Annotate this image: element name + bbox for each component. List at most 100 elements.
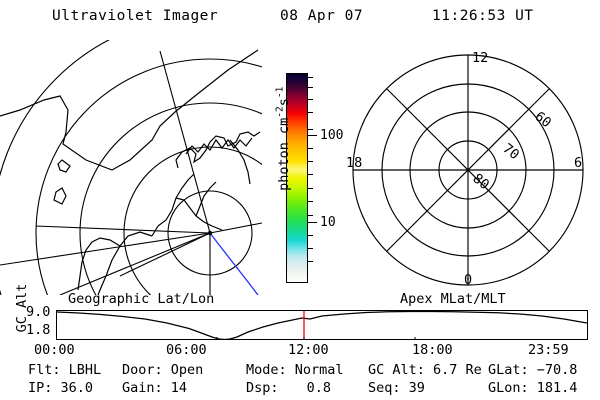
mlt-label-12: 12 <box>472 50 488 66</box>
status-door: Door: Open <box>122 362 203 378</box>
status-mode: Mode: Normal <box>246 362 344 378</box>
magnetic-dial-panel[interactable]: 12 6 0 18 60 70 80 <box>338 40 600 295</box>
strip-xtick-label-1800: 18:00 <box>412 342 453 358</box>
status-mode-key: Mode: <box>246 362 287 378</box>
colorbar-minor-tick <box>308 248 313 249</box>
mlat-label-80: 80 <box>470 171 493 194</box>
colorbar-minor-tick <box>308 201 313 202</box>
colorbar-tick-label-100: 100 <box>320 128 344 143</box>
colorbar-minor-tick <box>308 215 313 216</box>
colorbar-major-tick <box>308 222 317 223</box>
geo-meridian <box>159 50 211 234</box>
geo-coastline <box>77 237 121 291</box>
geo-coastline <box>53 187 67 205</box>
gc-altitude-curve <box>57 311 587 339</box>
colorbar-minor-tick <box>308 261 313 262</box>
colorbar-panel: 100 10 photon cm-2s-1 <box>258 60 354 295</box>
geo-coastline-group <box>0 49 261 295</box>
status-glon-value: 181.4 <box>536 380 578 396</box>
observation-time: 11:26:53 UT <box>432 8 534 24</box>
geo-latitude-circle <box>79 102 262 295</box>
colorbar-minor-tick <box>308 235 313 236</box>
status-glon: GLon: 181.4 <box>488 380 577 396</box>
status-gc-alt-key: GC Alt: <box>368 362 425 378</box>
geo-coastline <box>151 173 195 237</box>
geographic-projection-panel[interactable] <box>0 40 262 295</box>
status-mode-value: Normal <box>294 362 344 378</box>
altitude-strip-plot[interactable]: GC Alt Geographic Lat/Lon Apex MLat/MLT … <box>0 284 600 358</box>
strip-xtick-label-1200: 12:00 <box>288 342 329 358</box>
colorbar-minor-tick <box>308 112 313 113</box>
mlt-label-18: 18 <box>346 155 362 171</box>
observation-date: 08 Apr 07 <box>280 8 364 24</box>
colorbar-minor-tick <box>308 99 313 100</box>
geo-coastline <box>97 231 153 295</box>
geo-coastline <box>229 139 251 185</box>
colorbar-minor-tick <box>308 87 313 88</box>
geographic-panel-title: Geographic Lat/Lon <box>68 291 215 307</box>
status-gain: Gain: 14 <box>122 380 187 396</box>
magnetic-panel-title: Apex MLat/MLT <box>400 291 506 307</box>
strip-plot-frame <box>56 310 588 340</box>
colorbar-minor-tick <box>308 174 313 175</box>
mlat-label-70: 70 <box>500 141 523 164</box>
geo-coastline <box>195 181 217 217</box>
geo-coastline <box>0 49 259 171</box>
strip-xtick-label-0000: 00:00 <box>34 342 75 358</box>
status-flt: Flt: LBHL <box>28 362 101 378</box>
mlt-label-6: 6 <box>574 155 582 171</box>
status-gc-alt-value: 6.7 Re <box>433 362 482 378</box>
status-row-1: Flt: LBHL Door: Open Mode: Normal GC Alt… <box>0 362 600 380</box>
geo-meridian <box>0 232 211 266</box>
status-flt-key: Flt: <box>28 362 61 378</box>
mlat-label-60: 60 <box>532 109 555 132</box>
colorbar-minor-tick <box>308 77 313 78</box>
status-ip-value: 36.0 <box>60 380 94 396</box>
status-glat: GLat: −70.8 <box>488 362 577 378</box>
status-glon-key: GLon: <box>488 380 529 396</box>
geo-latitude-circle <box>123 146 262 295</box>
geo-latitude-circle <box>35 58 262 295</box>
status-glat-value: −70.8 <box>536 362 578 378</box>
colorbar-major-tick <box>308 135 317 136</box>
geo-coastline <box>175 197 223 231</box>
strip-xtick-label-0600: 06:00 <box>166 342 207 358</box>
colorbar-axis-label-mid: s <box>275 98 292 107</box>
satellite-trajectory <box>209 232 259 295</box>
mlt-label-0: 0 <box>464 272 472 288</box>
strip-xtick-label-2359: 23:59 <box>528 342 569 358</box>
status-panel: Flt: LBHL Door: Open Mode: Normal GC Alt… <box>0 362 600 400</box>
colorbar-minor-tick <box>308 161 313 162</box>
magnetic-dial-svg: 12 6 0 18 60 70 80 <box>346 50 584 288</box>
status-gain-value: 14 <box>170 380 188 396</box>
geographic-projection-svg <box>0 40 262 295</box>
status-seq-key: Seq: <box>368 380 401 396</box>
status-seq: Seq: 39 <box>368 380 425 396</box>
strip-plot-svg <box>57 311 587 339</box>
colorbar-axis-label-exp1: -2 <box>274 106 286 118</box>
geo-coastline-jagged <box>185 137 253 155</box>
strip-ytick-low: 1.8 <box>26 322 51 338</box>
colorbar-gradient <box>286 73 308 283</box>
colorbar-axis-label-exp2: -1 <box>274 86 286 99</box>
colorbar-tick-label-10: 10 <box>320 215 336 230</box>
colorbar-minor-tick <box>308 188 313 189</box>
geo-coastline <box>57 159 71 173</box>
status-dsp-key: Dsp: <box>246 380 279 396</box>
status-ip-key: IP: <box>28 380 53 396</box>
geo-coastline-jagged <box>175 131 261 169</box>
status-dsp: Dsp: 0.8 <box>246 380 331 396</box>
geo-meridian <box>35 225 211 234</box>
geo-meridian <box>59 232 211 295</box>
status-gain-key: Gain: <box>122 380 163 396</box>
status-flt-value: LBHL <box>68 362 102 378</box>
colorbar-minor-tick <box>308 129 313 130</box>
status-seq-value: 39 <box>408 380 425 396</box>
status-door-value: Open <box>170 362 204 378</box>
geo-meridian <box>209 222 262 234</box>
geo-meridian <box>119 232 211 277</box>
header-bar: Ultraviolet Imager 08 Apr 07 11:26:53 UT <box>0 8 600 34</box>
status-door-key: Door: <box>122 362 163 378</box>
geo-pole-marker <box>207 230 213 236</box>
status-dsp-value: 0.8 <box>306 380 332 396</box>
